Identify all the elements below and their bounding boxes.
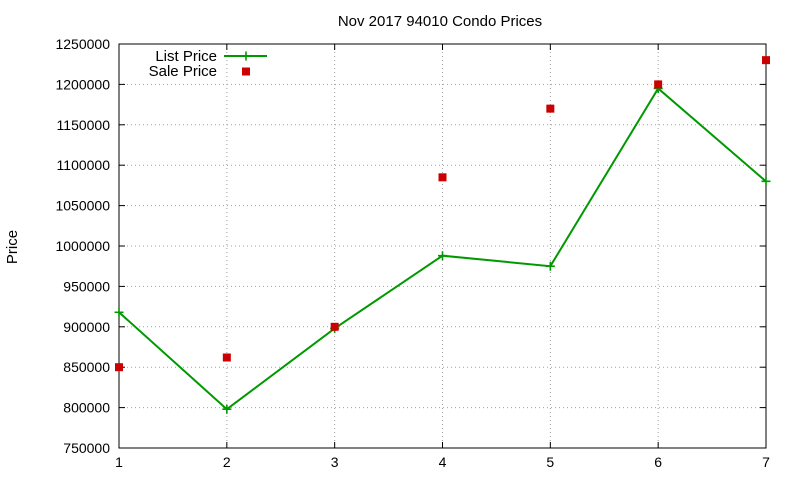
- y-tick-label: 800000: [63, 400, 110, 416]
- legend: List Price Sale Price: [149, 48, 267, 80]
- x-tick-label: 6: [654, 454, 662, 470]
- data-point: [762, 56, 770, 65]
- plot-frame: [118, 43, 767, 449]
- x-tick-label: 4: [439, 454, 447, 470]
- data-point: [761, 176, 771, 186]
- series-list-price: [114, 83, 771, 414]
- x-tick-label: 3: [331, 454, 339, 470]
- chart-title: Nov 2017 94010 Condo Prices: [338, 13, 542, 30]
- grid-lines: [119, 44, 766, 448]
- legend-label-list-price: List Price: [155, 48, 217, 65]
- y-tick-label: 1000000: [55, 238, 110, 254]
- y-tick-label: 1250000: [55, 36, 110, 52]
- data-point: [114, 307, 124, 317]
- legend-marker-sale-price: [242, 67, 250, 76]
- legend-entry-list-price: List Price: [155, 48, 267, 65]
- y-tick-label: 950000: [63, 278, 110, 294]
- data-point: [438, 173, 447, 182]
- x-tick-label: 5: [546, 454, 554, 470]
- data-point: [115, 363, 123, 372]
- y-tick-label: 1100000: [57, 157, 111, 173]
- data-point: [330, 322, 339, 331]
- x-tick-label: 2: [223, 454, 231, 470]
- y-tick-label: 850000: [63, 359, 110, 375]
- data-point: [654, 80, 663, 89]
- legend-entry-sale-price: Sale Price: [149, 63, 250, 80]
- data-point: [222, 404, 232, 414]
- data-point: [546, 104, 555, 113]
- y-tick-label: 1150000: [57, 117, 111, 133]
- legend-marker-list-price: [241, 51, 251, 61]
- data-point: [438, 251, 447, 261]
- y-axis-ticks: 750000 800000 850000 900000 950000 1000000 105…: [55, 36, 766, 456]
- y-tick-label: 1050000: [55, 198, 110, 214]
- x-axis-ticks: 1 2 3 4 5 6 7: [115, 44, 770, 470]
- series-sale-price: [115, 56, 770, 372]
- y-tick-label: 900000: [63, 319, 110, 335]
- data-point: [545, 261, 555, 271]
- series-layer: [114, 56, 771, 414]
- x-tick-label: 7: [762, 454, 770, 470]
- y-tick-label: 750000: [63, 440, 110, 456]
- legend-label-sale-price: Sale Price: [149, 63, 217, 80]
- y-axis-label: Price: [4, 230, 21, 264]
- y-tick-label: 1200000: [55, 76, 110, 92]
- x-tick-label: 1: [115, 454, 123, 470]
- data-point: [222, 353, 231, 362]
